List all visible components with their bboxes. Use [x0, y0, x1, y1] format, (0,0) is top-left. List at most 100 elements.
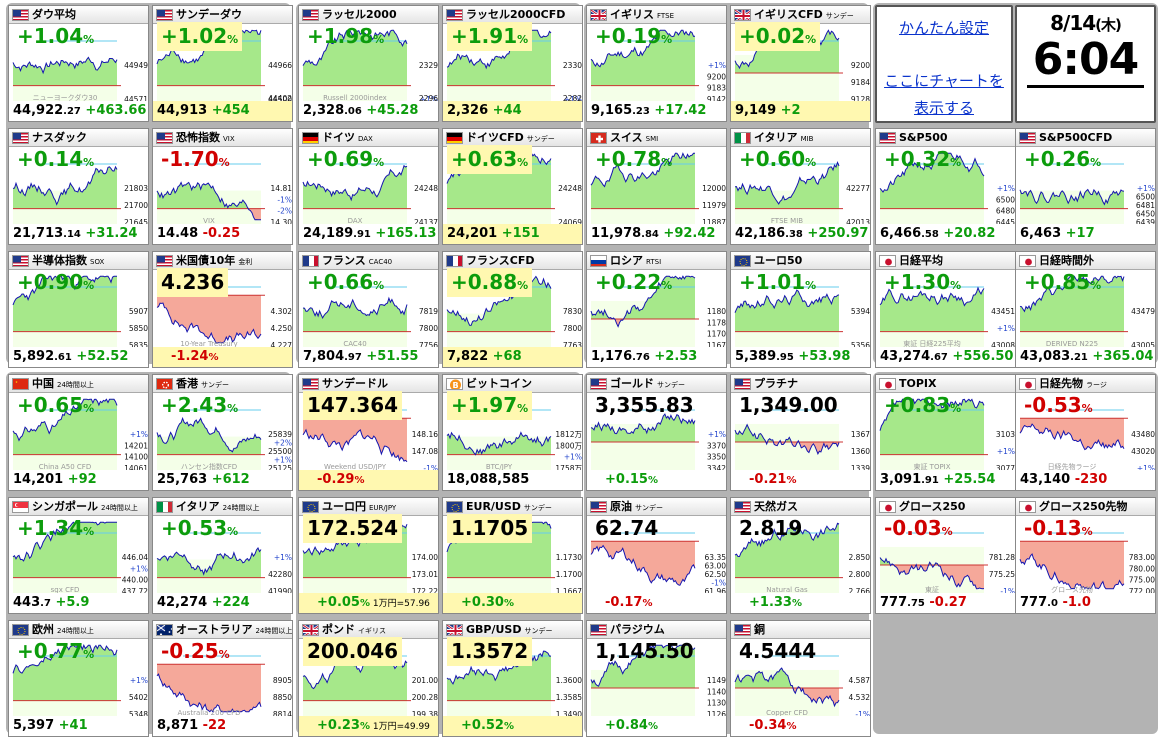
panel-header: フランスCFD: [443, 252, 582, 270]
market-panel[interactable]: オーストラリア 24時間以上 Australia 200 CFD 8905 8850 88…: [152, 620, 293, 737]
market-panel[interactable]: ユーロ50 5394 5356 +1.01% 5,389.95 +53.98: [730, 251, 871, 368]
show-chart-link[interactable]: ここにチャートを 表示する: [877, 68, 1011, 122]
axis-tick-label: 24137: [414, 218, 438, 226]
market-panel[interactable]: 日経平均 東証 日経225平均 43451 +1% 43008 +1.30% 43,274.…: [875, 251, 1016, 368]
market-panel[interactable]: イギリスCFD サンデー 9200 9184 9128 +0.02% 9,149 +2: [730, 5, 871, 122]
axis-tick-label: 3342: [707, 464, 726, 472]
market-panel[interactable]: ドイツCFD サンデー 24248 24069 +0.63% 24,201 +151: [442, 128, 583, 245]
market-panel[interactable]: シンガポール 24時間以上 sgx CFD 446.04 +1% 440.00 437.72…: [8, 497, 149, 614]
market-panel[interactable]: EUR/USD サンデー 1.1730 1.1700 1.1667 1.1705 +0.30…: [442, 497, 583, 614]
price-change: -0.25: [202, 226, 241, 241]
panel-title: 欧州 24時間以上: [32, 621, 94, 638]
change-percent: 200.046: [303, 637, 403, 666]
flag-icon: [302, 132, 319, 144]
panel-title: 恐怖指数 VIX: [176, 129, 235, 146]
market-panel[interactable]: 銅 Copper CFD 4.587 4.532 -1% 4.5444 -0.34%: [730, 620, 871, 737]
panel-title: S&P500CFD: [1039, 129, 1112, 146]
percent-sign: %: [786, 475, 797, 486]
market-panel[interactable]: S&P500 +1% 6500 6480 6445 +0.32% 6,466.58 +20.…: [875, 128, 1016, 245]
price-value: 5,892: [13, 349, 55, 364]
price-footer: 21,713.14 +31.24: [9, 224, 148, 244]
price-change: +250.97: [807, 226, 869, 241]
market-panel[interactable]: フランス CAC40 CAC40 7819 7800 7756 +0.66% 7,804.97…: [298, 251, 439, 368]
axis-tick-label: +1%: [708, 61, 726, 70]
change-percent: +1.91%: [447, 22, 533, 51]
market-panel[interactable]: ダウ平均 ニューヨークダウ30 44949 44571 +1.04% 44,922.27 …: [8, 5, 149, 122]
flag-icon: [1019, 501, 1036, 513]
market-panel[interactable]: 半導体指数 SOX 5907 5850 5835 +0.90% 5,892.61 +52.5…: [8, 251, 149, 368]
market-panel[interactable]: イタリア 24時間以上 +1% 42280 41990 +0.53% 42,274 +224: [152, 497, 293, 614]
easy-setting-link[interactable]: かんたん設定: [898, 19, 989, 37]
price-change: +556.50: [952, 349, 1014, 364]
market-panel[interactable]: 日経先物 ラージ 日経先物ラージ 43480 43020 +1% -0.53% 43,140 …: [1015, 374, 1156, 491]
chart-watermark: BTC/JPY: [486, 463, 513, 471]
price-chart: Australia 200 CFD 8905 8850 8814: [156, 655, 292, 718]
flag-icon: [1019, 255, 1036, 267]
axis-tick-label: 3350: [707, 453, 726, 462]
market-panel[interactable]: B ビットコイン BTC/JPY 1812万 1800万 +1% 1758万 +1.97% 18…: [442, 374, 583, 491]
market-panel[interactable]: イギリス FTSE +1% 9200 9183 9142 +0.19% 9,165.23 +1…: [586, 5, 727, 122]
price-change: +68: [492, 349, 522, 364]
market-panel[interactable]: ロシア RTSI 1180 1178 1170 1167 +0.22% 1,176.76 +2…: [586, 251, 727, 368]
axis-tick-label: 42277: [846, 184, 870, 193]
change-percent: +0.85%: [1020, 268, 1105, 297]
market-panel[interactable]: 恐怖指数 VIX VIX 14.81 -1% -2% 14.30 -1.70% 14.48 -0…: [152, 128, 293, 245]
chart-watermark: 日経先物ラージ: [1048, 462, 1097, 471]
market-panel[interactable]: スイス SMI 12000 11979 11887 +0.78% 11,978.84 +92…: [586, 128, 727, 245]
market-panel[interactable]: TOPIX 東証 TOPIX 3103 +1% 3077 +0.83% 3,091.91 +…: [875, 374, 1016, 491]
panel-subtitle: 24時間以上: [222, 504, 260, 512]
price-footer: 43,140 -230: [1016, 470, 1155, 490]
panel-title: 香港 サンデー: [176, 375, 229, 392]
market-panel[interactable]: ラッセル2000 Russell 2000index 2329 +1% 2296 +1.9…: [298, 5, 439, 122]
price-chart: Russell 2000index 2329 +1%2296: [302, 29, 438, 103]
market-panel[interactable]: ゴールド サンデー +1% 3370 3350 3342 3,355.83 +0.15%: [586, 374, 727, 491]
market-panel[interactable]: 欧州 24時間以上 +1% 5402 5348 +0.77% 5,397 +41: [8, 620, 149, 737]
market-panel[interactable]: 香港 サンデー ハンセン指数CFD 25839 +2% 25500 +1% 25125 +2.4…: [152, 374, 293, 491]
price-value: 2,328: [303, 103, 345, 118]
change-percent-value: +1.98: [307, 24, 374, 48]
market-panel[interactable]: ドイツ DAX DAX 24248 24137 +0.69% 24,189.91 +165.…: [298, 128, 439, 245]
price-chart: +1% 6500 6480 6445: [879, 152, 1015, 226]
market-panel[interactable]: ポンド イギリス 201.00 200.28 199.38 200.046 +0.23% 1…: [298, 620, 439, 737]
market-panel[interactable]: 日経時間外 DERIVED N225 43479 43005 +0.85% 43,083.…: [1015, 251, 1156, 368]
market-panel[interactable]: サンデーダウ 44966 44500 44402 +1.02% 44,913 +454: [152, 5, 293, 122]
price-footer: 43,083.21 +365.04: [1016, 347, 1155, 367]
market-panel[interactable]: ラッセル2000CFD 2330 +1% 2282 +1.91% 2,326 +44: [442, 5, 583, 122]
price-decimal: .7: [40, 598, 51, 609]
chart-area-down: [157, 295, 261, 343]
market-panel[interactable]: GBP/USD サンデー 1.3600 1.3585 1.3490 1.3572 +0.52…: [442, 620, 583, 737]
panel-header: オーストラリア 24時間以上: [153, 621, 292, 639]
market-panel[interactable]: S&P500CFD +1% 6500 6481 6450 6439 +0.26% 6,463 …: [1015, 128, 1156, 245]
market-panel[interactable]: ナスダック 21803 21700 21645 +0.14% 21,713.14 +31.…: [8, 128, 149, 245]
change-percent-value: +1.34: [17, 516, 84, 540]
market-panel[interactable]: イタリア MIB FTSE MIB 42277 42013 +0.60% 42,186.38…: [730, 128, 871, 245]
market-panel[interactable]: 原油 サンデー 63.35 63.00 62.50 -1% 61.96 62.74 -0.17%: [586, 497, 727, 614]
percent-sign: %: [647, 475, 658, 486]
market-panel[interactable]: 中国 24時間以上 China A50 CFD +1% 14201 14100 14061 +…: [8, 374, 149, 491]
market-panel[interactable]: パラジウム 1149 1140 1130 1126 1,145.50 +0.84%: [586, 620, 727, 737]
market-panel[interactable]: プラチナ 1367 1360 1339 1,349.00 -0.21%: [730, 374, 871, 491]
percent-sign: %: [373, 33, 385, 46]
market-panel[interactable]: 米国債10年 金利 10-Year Treasury 4.302 4.250 4.227 4…: [152, 251, 293, 368]
percent-sign: %: [805, 156, 817, 169]
panel-subtitle: サンデー: [635, 504, 663, 512]
price-line: [156, 416, 262, 453]
show-chart-line1: ここにチャートを: [884, 72, 1004, 90]
price-footer: +0.52%: [443, 716, 582, 736]
chart-area-up: [157, 418, 261, 455]
panel-title: ナスダック: [32, 129, 87, 146]
market-panel[interactable]: グロース250先物 グロース先物 783.00 780.00 775.00 772.00 -…: [1015, 497, 1156, 614]
market-panel[interactable]: ユーロ円 EUR/JPY 174.00 173.01 172.22 172.524 +0.0…: [298, 497, 439, 614]
market-panel[interactable]: 天然ガス Natural Gas 2.850 2.800 2.766 2.819 +1.33…: [730, 497, 871, 614]
flag-icon: [12, 501, 29, 513]
market-panel[interactable]: サンデードル Weekend USD/JPY 148.16 147.08 -1% 147.…: [298, 374, 439, 491]
price-value: 9,165: [591, 103, 633, 118]
panel-name: 原油: [610, 500, 632, 513]
market-panel[interactable]: フランスCFD 7830 7800 7763 +0.88% 7,822 +68: [442, 251, 583, 368]
change-percent-value: +0.19: [595, 24, 662, 48]
flag-icon: [302, 255, 319, 267]
panel-title: イタリア 24時間以上: [176, 498, 260, 515]
market-panel[interactable]: グロース250 東証 781.28 775.25 -1% -0.03% 777.75 -0.…: [875, 497, 1016, 614]
price-change: +51.55: [366, 349, 419, 364]
price-footer: 24,189.91 +165.13: [299, 224, 438, 244]
